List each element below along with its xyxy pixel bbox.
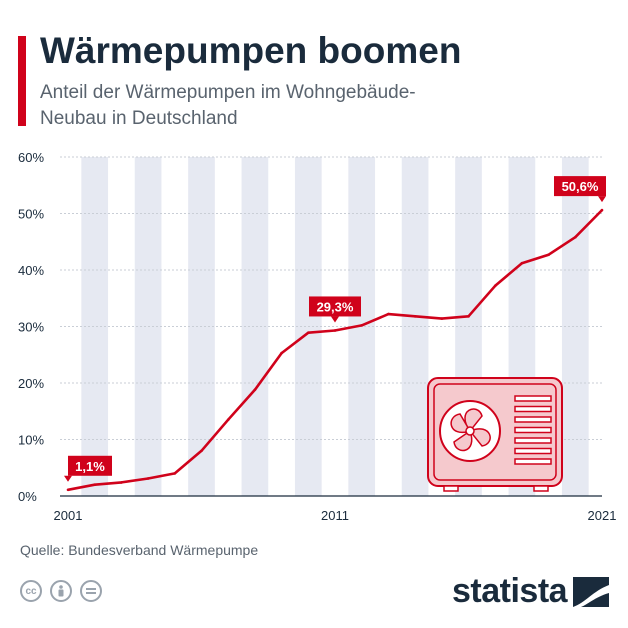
- data-label-box: [554, 176, 606, 197]
- data-point: [307, 331, 310, 335]
- heat-pump-icon: [427, 377, 563, 492]
- data-point: [520, 261, 524, 265]
- x-tick-label: 2001: [54, 508, 83, 523]
- data-label-box: [309, 296, 361, 317]
- data-point: [226, 418, 230, 422]
- x-tick-label: 2011: [321, 508, 349, 523]
- creative-commons-icon[interactable]: cc: [20, 580, 42, 602]
- source-note: Quelle: Bundesverband Wärmepumpe: [20, 542, 259, 558]
- y-tick-label: 30%: [18, 320, 44, 335]
- y-tick-label: 10%: [18, 433, 44, 448]
- title-accent-bar: [18, 36, 26, 126]
- data-point: [66, 488, 70, 492]
- data-label-pointer: [64, 475, 72, 482]
- statista-logo[interactable]: statista: [452, 572, 610, 611]
- no-derivatives-icon[interactable]: [80, 580, 102, 602]
- data-label-pointer: [598, 196, 606, 203]
- data-point: [360, 324, 364, 327]
- data-point: [440, 317, 444, 320]
- y-tick-label: 60%: [18, 150, 44, 165]
- statista-mark-icon: [573, 576, 610, 607]
- data-point: [93, 483, 96, 487]
- data-point: [387, 312, 390, 316]
- data-point: [467, 315, 470, 318]
- data-point: [333, 329, 337, 332]
- chart-title: Wärmepumpen boomen: [40, 30, 462, 71]
- license-icons: cc: [20, 580, 102, 602]
- y-tick-label: 50%: [18, 207, 44, 222]
- data-point: [493, 284, 497, 288]
- y-tick-label: 40%: [18, 263, 44, 278]
- y-tick-label: 20%: [18, 376, 44, 391]
- data-label: 1,1%: [75, 459, 105, 474]
- data-point: [253, 388, 257, 392]
- data-point: [200, 449, 203, 453]
- data-point: [120, 481, 123, 484]
- data-point: [413, 315, 417, 318]
- data-point: [547, 253, 550, 257]
- brand-name: statista: [452, 572, 568, 610]
- data-label: 29,3%: [317, 299, 354, 314]
- data-label: 50,6%: [562, 179, 599, 194]
- data-point: [574, 235, 577, 239]
- data-label-pointer: [331, 316, 339, 323]
- data-point: [600, 208, 604, 212]
- data-point: [280, 351, 283, 355]
- attribution-icon[interactable]: [50, 580, 72, 602]
- line-chart: 0% 10% 20% 30% 40% 50% 60% 2001 2011 2021 1,1% 29,3…: [18, 150, 617, 523]
- y-tick-label: 0%: [18, 489, 37, 504]
- data-point: [146, 477, 150, 480]
- data-point: [173, 472, 177, 475]
- x-tick-label: 2021: [588, 508, 617, 523]
- chart-subtitle: Anteil der Wärmepumpen im Wohngebäude-Ne…: [40, 82, 416, 129]
- data-label-box: [68, 455, 112, 476]
